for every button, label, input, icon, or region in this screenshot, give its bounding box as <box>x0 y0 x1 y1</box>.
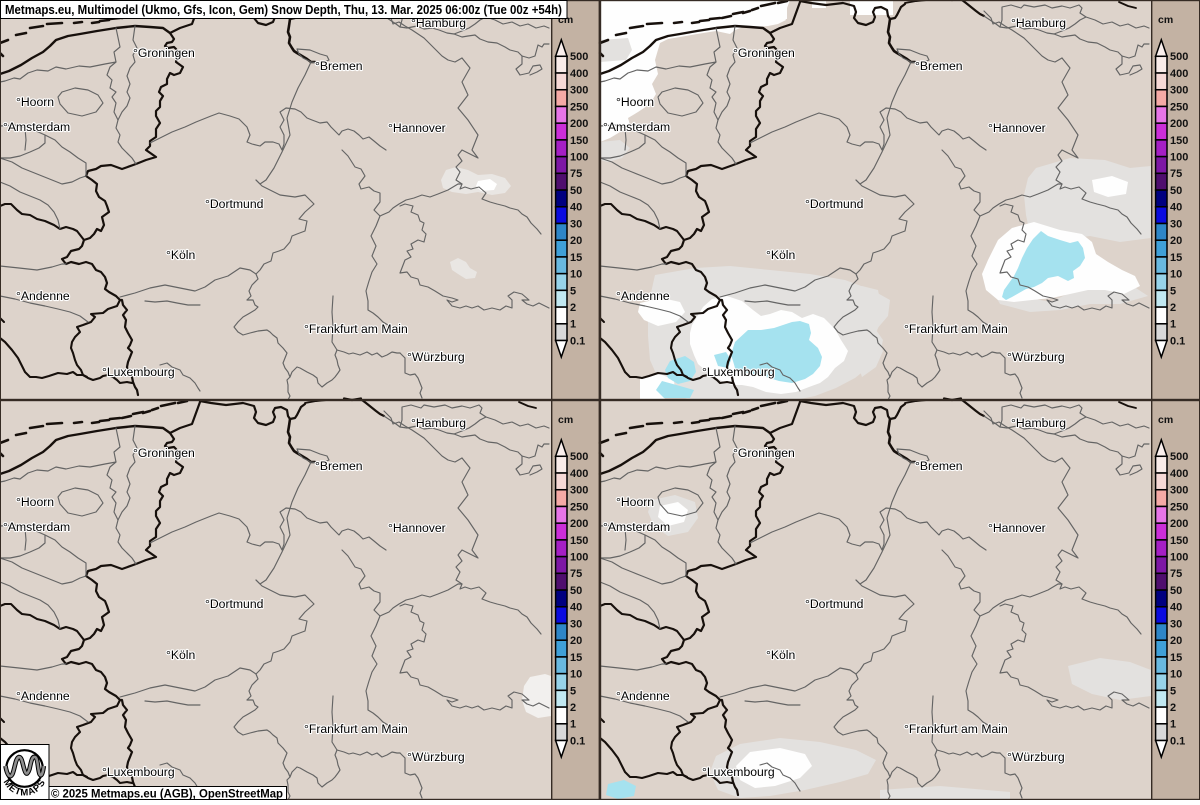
svg-text:© 2025 Metmaps.eu (AGB), OpenS: © 2025 Metmaps.eu (AGB), OpenStreetMap <box>51 787 283 801</box>
svg-text:Metmaps.eu, Multimodel (Ukmo,: Metmaps.eu, Multimodel (Ukmo, Gfs, Icon,… <box>5 2 562 17</box>
svg-text:METMAPS: METMAPS <box>1 777 48 798</box>
